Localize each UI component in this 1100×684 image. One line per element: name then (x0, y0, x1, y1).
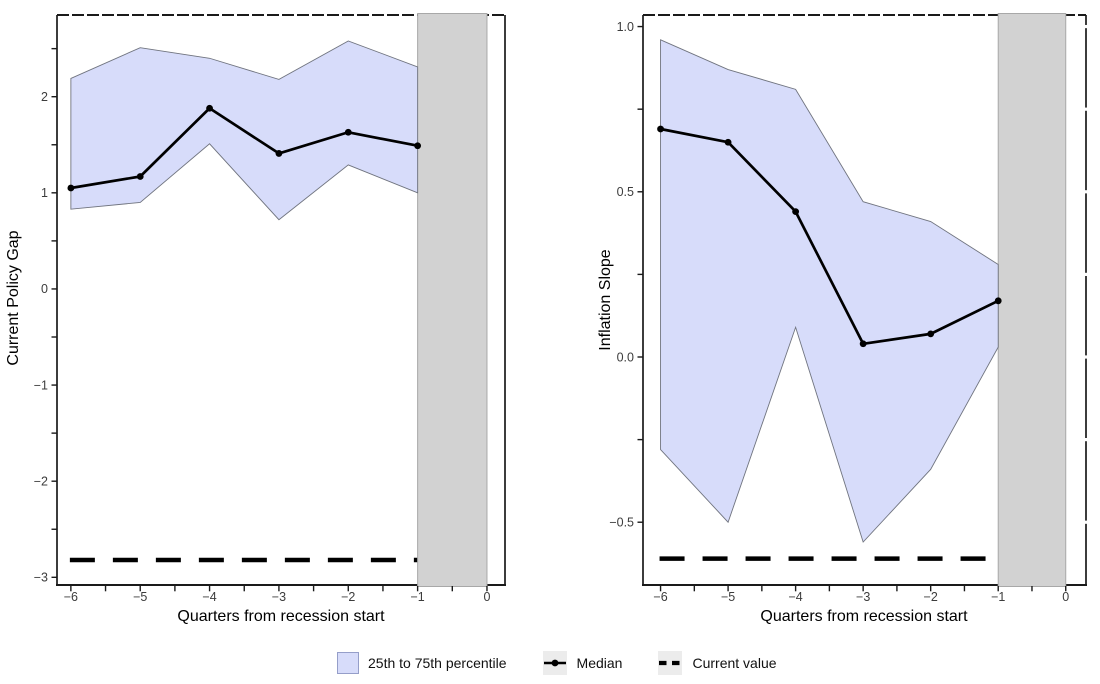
svg-text:1.0: 1.0 (617, 20, 634, 34)
svg-text:0: 0 (483, 590, 490, 604)
svg-text:−2: −2 (341, 590, 355, 604)
svg-text:−6: −6 (64, 590, 78, 604)
dashed-line-key-icon (658, 651, 683, 675)
x-axis-title-right: Quarters from recession start (760, 608, 968, 625)
svg-text:−0.5: −0.5 (609, 516, 634, 530)
svg-text:−5: −5 (133, 590, 147, 604)
svg-text:−5: −5 (721, 590, 735, 604)
median-line-key-icon (542, 651, 567, 675)
legend-item-current-value: Current value (658, 651, 777, 675)
x-axis-title-left: Quarters from recession start (177, 608, 385, 625)
svg-text:−6: −6 (653, 590, 667, 604)
svg-text:−2: −2 (34, 474, 48, 488)
svg-text:0.5: 0.5 (617, 185, 634, 199)
svg-text:−4: −4 (788, 590, 802, 604)
svg-text:2: 2 (41, 90, 48, 104)
svg-text:−2: −2 (924, 590, 938, 604)
y-axis-title-left: Current Policy Gap (5, 230, 22, 366)
svg-text:−3: −3 (34, 571, 48, 585)
percentile-swatch-icon (337, 652, 359, 674)
legend-item-percentile: 25th to 75th percentile (337, 652, 507, 674)
svg-text:0: 0 (41, 282, 48, 296)
svg-text:−3: −3 (272, 590, 286, 604)
svg-text:−1: −1 (991, 590, 1005, 604)
svg-text:−4: −4 (202, 590, 216, 604)
legend-item-median: Median (542, 651, 623, 675)
svg-text:0.0: 0.0 (617, 350, 634, 364)
svg-text:1: 1 (41, 186, 48, 200)
svg-text:−1: −1 (410, 590, 424, 604)
y-axis-title-right: Inflation Slope (597, 249, 614, 351)
legend-label-percentile: 25th to 75th percentile (368, 655, 507, 671)
chart-legend: 25th to 75th percentile Median Current v… (337, 650, 777, 676)
legend-label-current-value: Current value (692, 655, 777, 671)
svg-text:−1: −1 (34, 378, 48, 392)
legend-label-median: Median (576, 655, 623, 671)
svg-text:0: 0 (1062, 590, 1069, 604)
dual-panel-chart: −6 −5 −4 −3 −2 −1 0 2 1 0 −1 −2 −3 −6 −5 −4 −3 −2 −1 0 1.0 0.… (34, 13, 1088, 604)
svg-text:−3: −3 (856, 590, 870, 604)
